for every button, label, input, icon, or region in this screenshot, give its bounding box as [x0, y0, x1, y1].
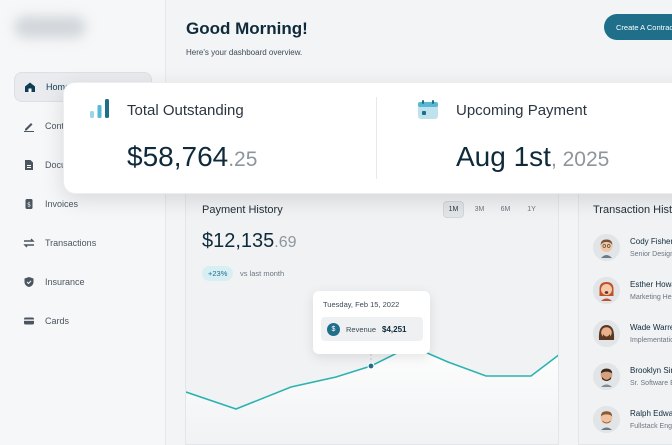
sidebar-item-label: Home: [46, 82, 71, 92]
payment-history-value: $12,135.69: [202, 230, 297, 253]
total-outstanding-main: $58,764: [127, 141, 229, 172]
list-item[interactable]: Wade Warren Implementation: [593, 320, 672, 350]
total-outstanding-label: Total Outstanding: [127, 102, 244, 119]
tooltip-value: $4,251: [382, 324, 407, 334]
revenue-point: [367, 362, 375, 370]
calendar-icon: [417, 100, 439, 125]
transaction-role: Fullstack Engineer: [630, 423, 672, 430]
change-note: vs last month: [240, 269, 285, 278]
logo: [14, 16, 86, 38]
chart-area: [186, 346, 558, 444]
upcoming-payment-year: , 2025: [550, 148, 610, 171]
payment-history-value-cents: .69: [274, 234, 297, 251]
transactions-icon: [22, 237, 35, 250]
transaction-name: Brooklyn Simmons: [630, 366, 672, 375]
range-1y[interactable]: 1Y: [527, 206, 536, 213]
upcoming-payment-main: Aug 1st: [456, 141, 551, 172]
upcoming-payment-label: Upcoming Payment: [456, 102, 587, 119]
revenue-line: [186, 345, 558, 410]
list-item[interactable]: Esther Howard Marketing Head: [593, 277, 672, 307]
range-selector: 1M 3M 6M 1Y: [443, 201, 547, 218]
tooltip-date: Tuesday, Feb 15, 2022: [323, 300, 400, 309]
total-outstanding-cents: .25: [228, 148, 258, 171]
main-content: Good Morning! Here's your dashboard over…: [167, 0, 672, 445]
transaction-role: Sr. Software Engineer: [630, 380, 672, 387]
transaction-role: Marketing Head: [630, 294, 672, 301]
sidebar-item-label: Cards: [45, 316, 70, 326]
change-badge: +23%: [202, 266, 234, 281]
payment-history-title: Payment History: [202, 204, 283, 216]
avatar: [593, 363, 620, 390]
sidebar-item-label: Invoices: [45, 199, 79, 209]
summary-overlay-card: Total Outstanding $58,764.25 Upcoming Pa…: [63, 82, 672, 194]
payment-history-card: Payment History 1M 3M 6M 1Y $12,135.69 +…: [185, 194, 559, 445]
upcoming-payment-value: Aug 1st, 2025: [456, 141, 609, 173]
transaction-role: Implementation: [630, 337, 672, 344]
transaction-history-title: Transaction History: [593, 204, 672, 216]
sidebar-item-label: Insurance: [45, 277, 85, 287]
divider: [376, 97, 377, 179]
payment-history-chart: [186, 345, 558, 444]
avatar: [593, 234, 620, 261]
avatar: [593, 320, 620, 347]
invoice-icon: $: [22, 198, 35, 211]
card-icon: [22, 315, 35, 328]
bar-chart-icon: [89, 99, 111, 124]
tooltip-label: Revenue: [346, 324, 377, 334]
range-6m[interactable]: 6M: [500, 206, 511, 213]
transaction-name: Wade Warren: [630, 323, 672, 332]
sidebar: Home Contracts Documents $ Invoices Tran…: [0, 0, 166, 445]
sidebar-item-invoices[interactable]: $ Invoices: [14, 189, 152, 219]
list-item[interactable]: Ralph Edwards Fullstack Engineer: [593, 406, 672, 436]
shield-icon: [22, 276, 35, 289]
home-icon: [23, 81, 36, 94]
tooltip-row: $ Revenue $4,251: [321, 317, 423, 341]
page-title: Good Morning!: [186, 19, 308, 38]
avatar: [593, 277, 620, 304]
transaction-name: Cody Fisher: [630, 237, 672, 246]
sidebar-item-label: Transactions: [45, 238, 97, 248]
dollar-icon: $: [327, 322, 340, 336]
list-item[interactable]: Brooklyn Simmons Sr. Software Engineer: [593, 363, 672, 393]
chart-tooltip: Tuesday, Feb 15, 2022 $ Revenue $4,251: [313, 291, 430, 354]
transaction-role: Senior Designer: [630, 251, 672, 258]
transaction-history-card: Transaction History Cody Fisher Senior D…: [578, 194, 672, 445]
avatar: [593, 406, 620, 433]
range-1m[interactable]: 1M: [443, 201, 464, 218]
svg-text:$: $: [27, 202, 31, 209]
page-subtitle: Here's your dashboard overview.: [186, 48, 303, 57]
sidebar-item-cards[interactable]: Cards: [14, 306, 152, 336]
sidebar-item-insurance[interactable]: Insurance: [14, 267, 152, 297]
payment-history-value-main: $12,135: [202, 230, 275, 252]
range-3m[interactable]: 3M: [474, 206, 485, 213]
transaction-name: Esther Howard: [630, 280, 672, 289]
sidebar-item-transactions[interactable]: Transactions: [14, 228, 152, 258]
pen-icon: [22, 120, 35, 133]
document-icon: [22, 159, 35, 172]
create-contract-button[interactable]: Create A Contract: [604, 14, 672, 40]
transaction-name: Ralph Edwards: [630, 409, 672, 418]
total-outstanding-value: $58,764.25: [127, 141, 257, 173]
list-item[interactable]: Cody Fisher Senior Designer: [593, 234, 672, 264]
